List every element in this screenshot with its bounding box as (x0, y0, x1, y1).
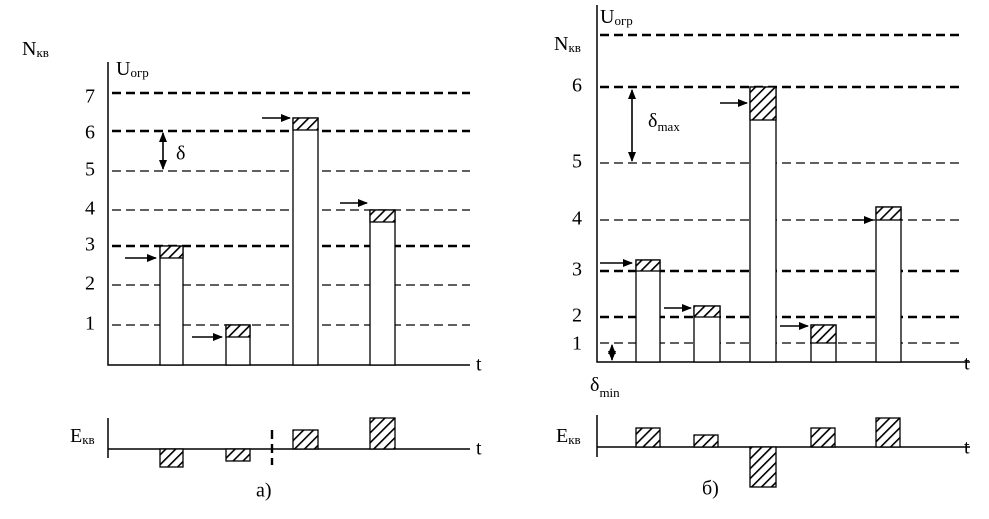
level-label: 1 (85, 313, 95, 335)
t-label: t (476, 438, 482, 460)
left-panel: Nкв Uогр t 1 2 3 4 5 6 7 δ Eкв t а) (22, 38, 482, 502)
right-panel: Uогр Nкв t 1 2 3 4 5 6 δmax δmin Eкв t (554, 5, 970, 500)
label-part: U (600, 6, 615, 28)
error-bars (159, 417, 396, 468)
label-part: E (70, 425, 82, 447)
label-part: кв (568, 432, 580, 447)
label-part: δ (648, 110, 657, 132)
label-part: огр (614, 13, 632, 28)
caption: б) (702, 478, 719, 500)
caption: а) (256, 480, 272, 502)
u-label: Uогр (116, 58, 149, 80)
level-label: 2 (572, 305, 582, 327)
delta-label: δ (176, 143, 185, 165)
y-label: Nкв (554, 33, 581, 55)
label-part: кв (568, 40, 580, 55)
t-label: t (964, 353, 970, 375)
bars (125, 114, 396, 366)
t-label: t (964, 437, 970, 459)
level-label: 2 (85, 273, 95, 295)
delta-min-label: δmin (590, 374, 620, 400)
label-part: U (116, 58, 131, 80)
level-label: 6 (85, 122, 95, 144)
bars (600, 86, 902, 363)
level-label: 6 (572, 75, 582, 97)
level-label: 1 (572, 333, 582, 355)
label-part: δ (590, 374, 599, 396)
label-part: max (657, 119, 680, 134)
level-label: 3 (85, 234, 95, 256)
level-label: 7 (85, 86, 95, 108)
label-part: N (22, 38, 36, 60)
label-part: огр (130, 65, 148, 80)
label-part: E (556, 425, 568, 447)
label-part: min (599, 385, 620, 400)
u-label: Uогр (600, 6, 633, 28)
label-part: N (554, 33, 568, 55)
level-label: 4 (572, 208, 582, 230)
level-label: 5 (572, 151, 582, 173)
level-label: 4 (85, 198, 95, 220)
e-label: Eкв (556, 425, 581, 447)
level-label: 5 (85, 159, 95, 181)
label-part: кв (82, 432, 94, 447)
e-label: Eкв (70, 425, 95, 447)
y-label: Nкв (22, 38, 49, 60)
t-label: t (476, 354, 482, 376)
error-bars (635, 417, 901, 488)
level-label: 3 (572, 259, 582, 281)
axes (596, 5, 970, 363)
axes (107, 62, 470, 366)
delta-max-label: δmax (648, 110, 680, 134)
label-part: кв (36, 45, 48, 60)
